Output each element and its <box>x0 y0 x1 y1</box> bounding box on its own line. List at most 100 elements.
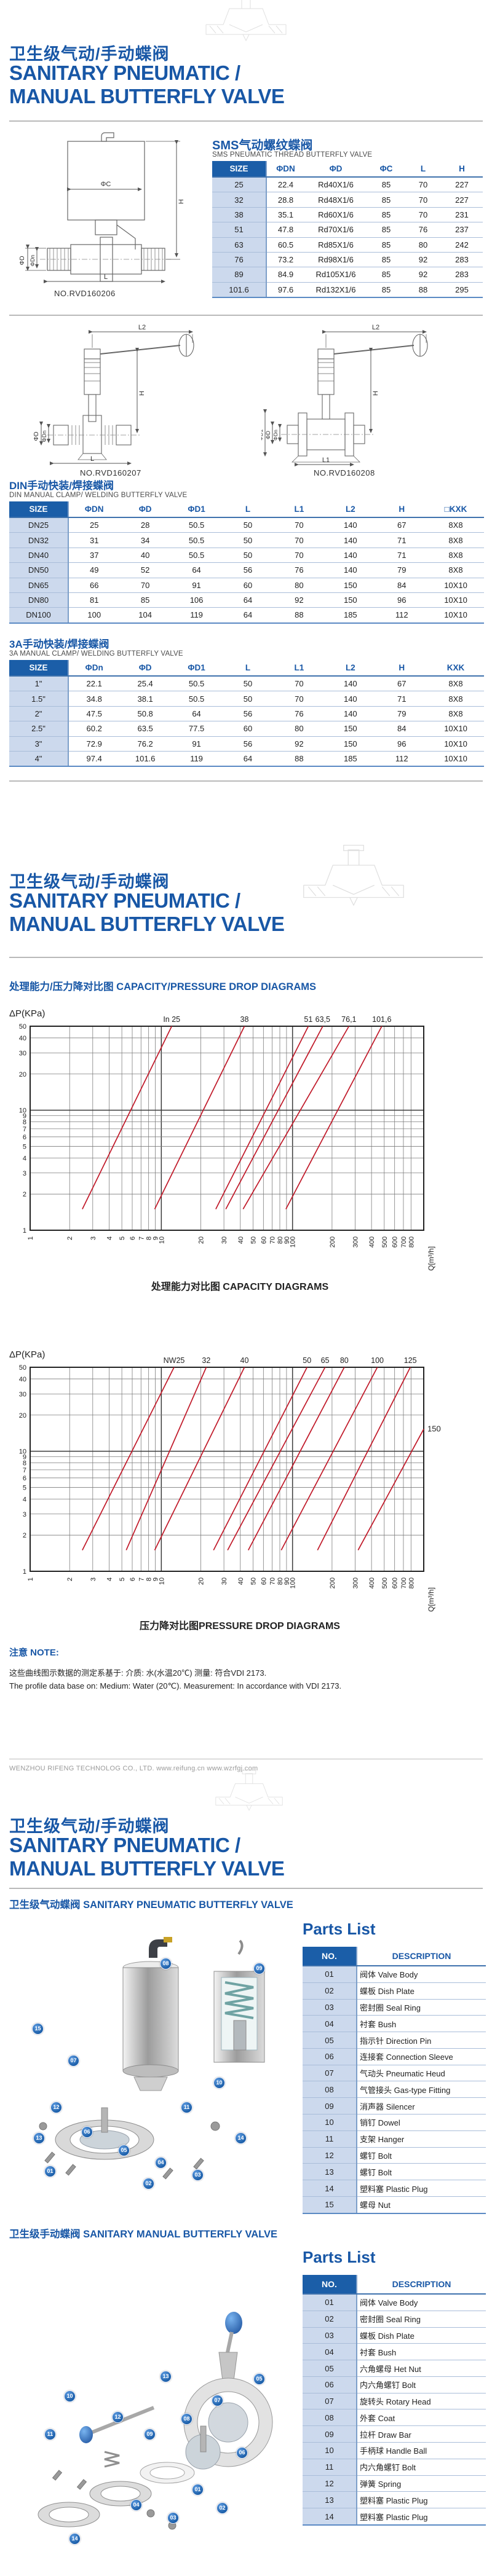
table-cell: 10X10 <box>427 736 484 752</box>
page-title-cn: 卫生级气动/手动蝶阀 <box>9 873 170 891</box>
svg-text:2: 2 <box>23 1532 26 1539</box>
table-cell: 2" <box>9 705 69 721</box>
dim-label: ΦD <box>34 431 40 441</box>
svg-text:600: 600 <box>392 1577 399 1588</box>
table-cell: 85 <box>367 237 405 253</box>
column-header: SIZE <box>212 161 267 178</box>
svg-text:90: 90 <box>284 1236 291 1244</box>
svg-text:10: 10 <box>19 1107 26 1115</box>
table-cell: 295 <box>441 281 483 298</box>
table-cell: 50.5 <box>170 691 223 707</box>
table-cell: 03 <box>303 1998 357 2016</box>
column-header: NO. <box>303 2275 357 2295</box>
dim-label: ΦDn <box>41 431 47 442</box>
table-cell: 150 <box>325 577 376 593</box>
table-cell: DN50 <box>9 562 69 578</box>
svg-text:100: 100 <box>371 1356 384 1365</box>
table-cell: 92 <box>405 251 441 267</box>
table-cell: 塑料塞 Plastic Plug <box>357 2180 486 2197</box>
svg-text:200: 200 <box>329 1577 336 1588</box>
table-cell: 76 <box>212 251 267 267</box>
table-cell: 拉杆 Draw Bar <box>357 2425 486 2443</box>
parts-list-title: Parts List <box>303 2248 376 2266</box>
dim-label: H <box>138 391 146 396</box>
table-cell: 50.5 <box>170 532 223 548</box>
svg-text:3: 3 <box>23 1511 26 1518</box>
table-cell: 31 <box>68 532 120 548</box>
table-row: 3" 72.9 76.2 91 56 92 150 96 10X10 <box>9 736 484 752</box>
column-header: H <box>376 660 427 677</box>
table-cell: 140 <box>325 547 376 563</box>
svg-text:400: 400 <box>368 1577 376 1588</box>
table-cell: 71 <box>376 547 427 563</box>
table-cell: 85 <box>119 592 171 608</box>
table-cell: 101.6 <box>119 750 171 768</box>
table-row: 13 螺钉 Bolt <box>303 2163 486 2180</box>
svg-text:38: 38 <box>240 1015 249 1024</box>
table-cell: 2.5" <box>9 721 69 736</box>
table-row: DN80 81 85 106 64 92 150 96 10X10 <box>9 592 484 608</box>
table-cell: 60.5 <box>266 237 304 253</box>
table-cell: 06 <box>303 2048 357 2065</box>
table-cell: 80 <box>405 237 441 253</box>
table-cell: 70 <box>405 206 441 222</box>
table-cell: 气管接头 Gas-type Fitting <box>357 2081 486 2098</box>
dim-label: ΦD <box>19 256 26 265</box>
table-cell: 85 <box>367 267 405 283</box>
table-cell: 84.9 <box>266 267 304 283</box>
table-row: 06 连接套 Connection Sleeve <box>303 2048 486 2065</box>
table-cell: 08 <box>303 2409 357 2426</box>
table-cell: 79 <box>376 705 427 721</box>
svg-text:2: 2 <box>66 1236 74 1240</box>
svg-text:200: 200 <box>329 1236 336 1247</box>
column-header: ΦDN <box>68 501 120 518</box>
column-header: DESCRIPTION <box>357 1947 486 1966</box>
pressure-drop-chart: 1 2 3 4 5 6 7 8 9 10 20 30 40 50 1 2 3 4 5 6 7 8 9 10 20 30 40 50 60… <box>9 1341 483 1621</box>
table-cell: 1" <box>9 675 69 691</box>
table-cell: 140 <box>325 675 376 691</box>
svg-text:10: 10 <box>19 1448 26 1456</box>
svg-text:ΔP(KPa): ΔP(KPa) <box>9 1349 45 1360</box>
callout-13: 13 <box>160 2371 172 2382</box>
table-cell: 8X8 <box>427 532 484 548</box>
svg-text:50: 50 <box>250 1236 257 1244</box>
table-cell: 01 <box>303 1965 357 1983</box>
table-cell: 185 <box>325 750 376 768</box>
callout-05: 05 <box>253 2373 265 2385</box>
table-cell: 91 <box>170 736 223 752</box>
page-title-en-1: SANITARY PNEUMATIC / <box>9 889 240 912</box>
table-cell: 05 <box>303 2032 357 2049</box>
table-row: 09 消声器 Silencer <box>303 2097 486 2115</box>
table-cell: 112 <box>376 607 427 624</box>
table-row: 1" 22.1 25.4 50.5 50 70 140 67 8X8 <box>9 675 484 691</box>
table-cell: 47.8 <box>266 222 304 237</box>
svg-text:32: 32 <box>202 1356 210 1365</box>
table-cell: 85 <box>367 176 405 192</box>
callout-05: 05 <box>118 2145 130 2156</box>
capacity-chart-caption: 处理能力对比图 CAPACITY DIAGRAMS <box>151 1282 329 1292</box>
table-cell: 04 <box>303 2015 357 2032</box>
table-cell: 衬套 Bush <box>357 2015 486 2032</box>
column-header: ΦC <box>367 161 405 178</box>
table-cell: 84 <box>376 721 427 736</box>
table-row: 06 内六角螺钉 Bolt <box>303 2376 486 2393</box>
callout-08: 08 <box>160 1958 172 1969</box>
table-row: 25 22.4 Rd40X1/6 85 70 227 <box>212 176 483 192</box>
table-cell: DN32 <box>9 532 69 548</box>
svg-text:100: 100 <box>290 1236 297 1247</box>
table-cell: 28 <box>119 517 171 533</box>
callout-10: 10 <box>64 2390 76 2402</box>
column-header: L1 <box>273 660 325 677</box>
svg-text:6: 6 <box>23 1475 26 1482</box>
column-header: L <box>222 660 274 677</box>
table-cell: 67 <box>376 675 427 691</box>
table-cell: 六角螺母 Het Nut <box>357 2360 486 2377</box>
column-header: ΦD <box>304 161 367 178</box>
callout-06: 06 <box>236 2447 248 2459</box>
table-cell: 8X8 <box>427 705 484 721</box>
column-header: SIZE <box>9 501 69 518</box>
column-header: ΦDn <box>68 660 120 677</box>
sms-subheading: SMS PNEUMATIC THREAD BUTTERFLY VALVE <box>212 151 373 159</box>
svg-text:300: 300 <box>352 1236 359 1247</box>
table-cell: 螺母 Nut <box>357 2196 486 2214</box>
